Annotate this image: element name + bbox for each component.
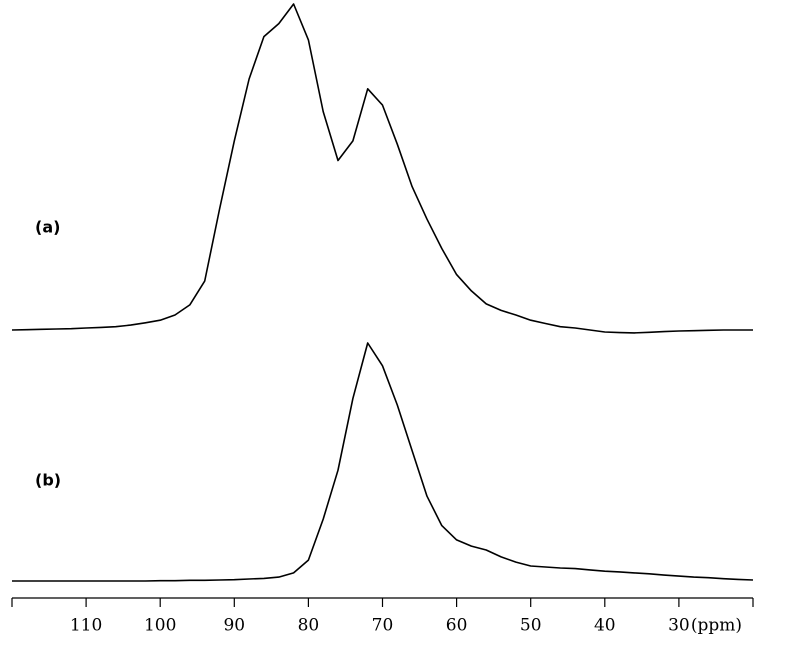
x-tick-label: 100 <box>144 616 176 636</box>
series-label: (a) <box>35 218 60 237</box>
x-tick-label: 70 <box>372 616 394 636</box>
series-label: (b) <box>35 471 61 490</box>
x-tick-label: 30 <box>668 616 690 636</box>
x-tick-label: 40 <box>594 616 616 636</box>
x-axis-label: (ppm) <box>691 616 742 636</box>
x-tick-label: 80 <box>298 616 320 636</box>
x-tick-label: 50 <box>520 616 542 636</box>
spectrum-line <box>11 3 753 334</box>
x-tick-label: 90 <box>223 616 245 636</box>
spectrum-line <box>12 342 754 582</box>
x-tick-label: 60 <box>446 616 468 636</box>
x-tick-label: 110 <box>70 616 102 636</box>
